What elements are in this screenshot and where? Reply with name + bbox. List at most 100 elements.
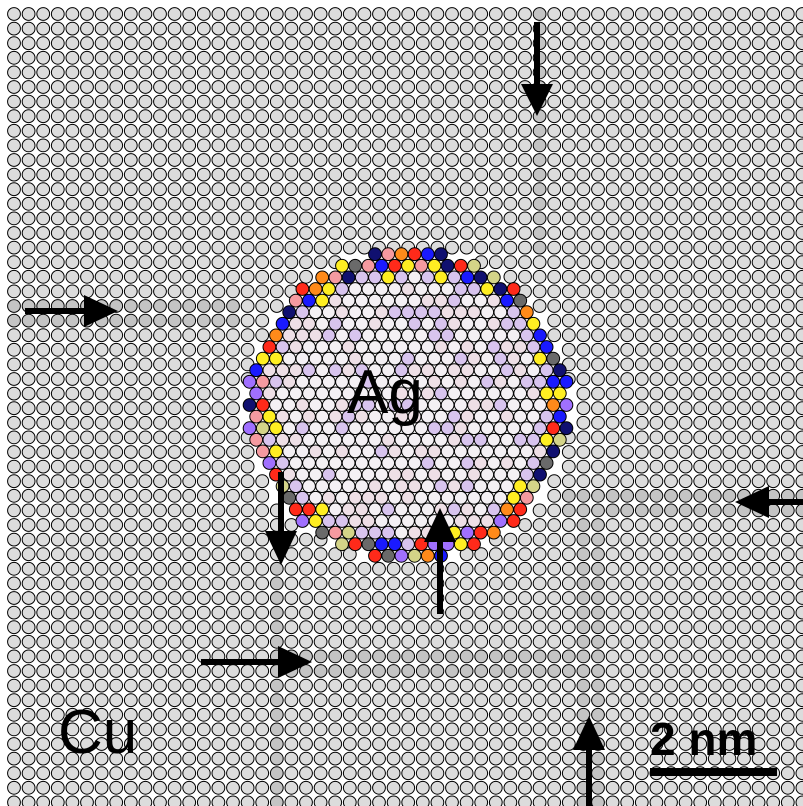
atom	[341, 340, 356, 354]
atom	[387, 444, 402, 459]
atom	[506, 351, 521, 366]
atom	[269, 707, 284, 722]
atom	[50, 65, 65, 80]
atom	[430, 780, 445, 795]
atom	[780, 226, 795, 240]
atom	[36, 722, 51, 737]
atom	[226, 255, 240, 270]
atom	[576, 240, 591, 255]
atom	[313, 94, 328, 109]
atom	[722, 153, 737, 167]
atom	[269, 351, 283, 366]
atom	[182, 415, 197, 430]
atom	[65, 372, 80, 386]
atom	[7, 430, 21, 445]
atom	[506, 398, 521, 412]
atom	[211, 722, 226, 737]
atom	[591, 591, 605, 605]
atom	[7, 751, 21, 766]
atom	[751, 591, 766, 605]
atom	[591, 167, 605, 182]
atom	[591, 182, 605, 197]
atom	[664, 182, 678, 197]
atom	[94, 372, 109, 386]
atom	[693, 357, 708, 372]
atom	[138, 532, 153, 547]
atom	[447, 386, 462, 401]
atom	[751, 620, 766, 635]
atom	[226, 80, 240, 94]
atom	[664, 123, 678, 138]
atom	[50, 357, 65, 372]
atom	[7, 780, 21, 795]
atom	[167, 196, 182, 211]
atom	[722, 737, 737, 751]
atom	[368, 293, 382, 308]
atom	[693, 240, 708, 255]
atom	[123, 123, 138, 138]
atom	[123, 21, 138, 36]
atom	[576, 532, 591, 547]
atom	[434, 316, 448, 331]
atom	[780, 342, 795, 357]
atom	[707, 415, 722, 430]
atom	[795, 240, 803, 255]
atom	[342, 766, 357, 781]
atom	[737, 94, 751, 109]
atom	[299, 138, 313, 153]
atom	[503, 795, 518, 806]
atom	[302, 432, 316, 447]
atom	[50, 21, 65, 36]
atom	[634, 80, 649, 94]
atom	[500, 479, 514, 494]
atom	[780, 649, 795, 664]
atom	[153, 167, 167, 182]
atom	[94, 649, 109, 664]
atom	[722, 328, 737, 343]
atom	[255, 503, 270, 518]
atom	[503, 576, 518, 591]
atom	[488, 766, 503, 781]
atom	[678, 50, 693, 65]
atom	[94, 547, 109, 562]
atom	[795, 707, 803, 722]
atom	[182, 196, 197, 211]
atom	[620, 226, 635, 240]
atom	[707, 36, 722, 51]
atom	[109, 94, 124, 109]
atom	[795, 50, 803, 65]
atom	[153, 7, 167, 21]
atom	[65, 591, 80, 605]
atom	[7, 255, 21, 270]
atom	[620, 211, 635, 226]
atom	[591, 532, 605, 547]
atom	[751, 240, 766, 255]
atom	[415, 211, 430, 226]
atom	[328, 240, 343, 255]
atom	[649, 707, 664, 722]
atom	[707, 751, 722, 766]
atom	[518, 65, 532, 80]
atom	[486, 432, 501, 447]
atom	[547, 211, 562, 226]
atom	[407, 247, 422, 262]
atom	[430, 138, 445, 153]
atom	[269, 693, 284, 708]
atom	[299, 751, 313, 766]
atom	[415, 795, 430, 806]
atom	[539, 340, 554, 354]
atom	[518, 751, 532, 766]
atom	[196, 766, 211, 781]
atom	[65, 36, 80, 51]
atom	[474, 620, 489, 635]
atom	[182, 561, 197, 576]
atom	[415, 693, 430, 708]
atom	[211, 693, 226, 708]
atom	[737, 795, 751, 806]
atom	[123, 299, 138, 313]
atom	[693, 664, 708, 678]
atom	[313, 123, 328, 138]
atom	[167, 269, 182, 284]
atom	[532, 503, 547, 518]
